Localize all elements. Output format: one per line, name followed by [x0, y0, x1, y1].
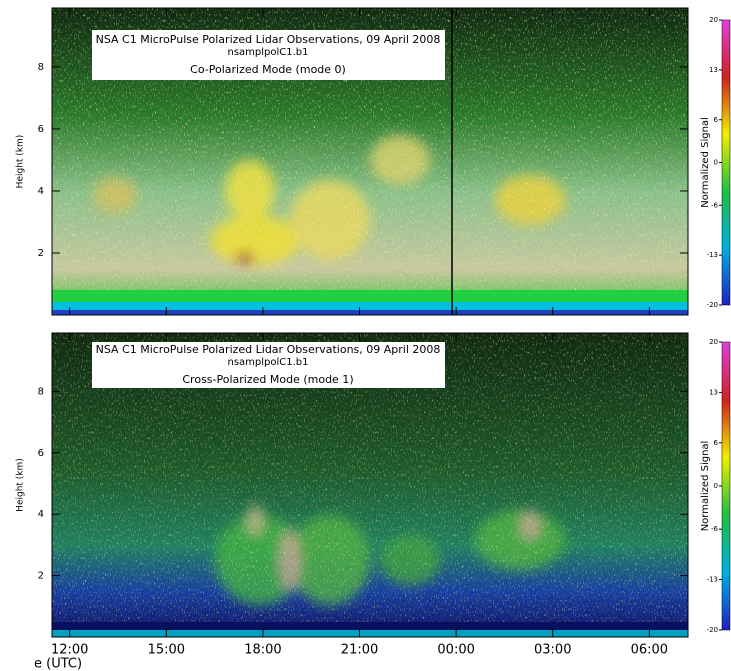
x-tick-label: 03:00 [534, 643, 571, 658]
colorbar-tick-label: 6 [714, 116, 719, 124]
colorbar-tick-label: -20 [707, 301, 718, 309]
lidar-image [52, 333, 688, 637]
title-box [92, 342, 445, 388]
x-tick-label: 00:00 [437, 643, 474, 658]
x-tick-label: 15:00 [148, 643, 185, 658]
title-line: nsamplpolC1.b1 [227, 47, 308, 58]
colorbar-tick-label: -6 [711, 201, 719, 209]
y-axis-label: Height (km) [16, 458, 26, 512]
title-line: Cross-Polarized Mode (mode 1) [182, 373, 353, 386]
colorbar-tick-label: 20 [709, 338, 718, 346]
y-tick-label: 2 [38, 571, 44, 582]
colorbar-tick-label: 0 [714, 159, 718, 167]
colorbar [721, 341, 731, 631]
x-tick-label: 18:00 [244, 643, 281, 658]
colorbar-tick-label: -20 [707, 626, 718, 634]
y-tick-label: 4 [38, 186, 44, 197]
title-line: nsamplpolC1.b1 [227, 357, 308, 368]
colorbar-tick-label: 13 [709, 388, 718, 396]
y-axis-label: Height (km) [16, 135, 26, 189]
y-tick-label: 6 [38, 448, 44, 459]
title-line: NSA C1 MicroPulse Polarized Lidar Observ… [96, 343, 441, 356]
y-tick-label: 2 [38, 248, 44, 259]
x-tick-label: 06:00 [631, 643, 668, 658]
colorbar-tick-label: -13 [707, 576, 718, 584]
colorbar-tick-label: 0 [714, 482, 718, 490]
x-axis-label: e (UTC) [34, 657, 82, 671]
colorbar-tick-label: 13 [709, 66, 718, 74]
y-tick-label: 6 [38, 124, 44, 135]
title-line: Co-Polarized Mode (mode 0) [190, 63, 346, 76]
title-box [92, 30, 445, 80]
x-tick-label: 21:00 [341, 643, 378, 658]
colorbar-tick-label: -13 [707, 251, 718, 259]
plot-frame [51, 332, 689, 638]
plot-frame [51, 7, 689, 316]
y-tick-label: 8 [38, 386, 44, 397]
colorbar [721, 19, 731, 306]
colorbar-tick-label: 6 [714, 439, 719, 447]
colorbar-label: Normalized Signal [700, 441, 711, 532]
colorbar-tick-label: -6 [711, 525, 719, 533]
title-line: NSA C1 MicroPulse Polarized Lidar Observ… [96, 33, 441, 46]
x-tick-label: 12:00 [51, 643, 88, 658]
colorbar-tick-label: 20 [709, 16, 718, 24]
y-tick-label: 8 [38, 62, 44, 73]
colorbar-label: Normalized Signal [700, 117, 711, 208]
y-tick-label: 4 [38, 509, 44, 520]
